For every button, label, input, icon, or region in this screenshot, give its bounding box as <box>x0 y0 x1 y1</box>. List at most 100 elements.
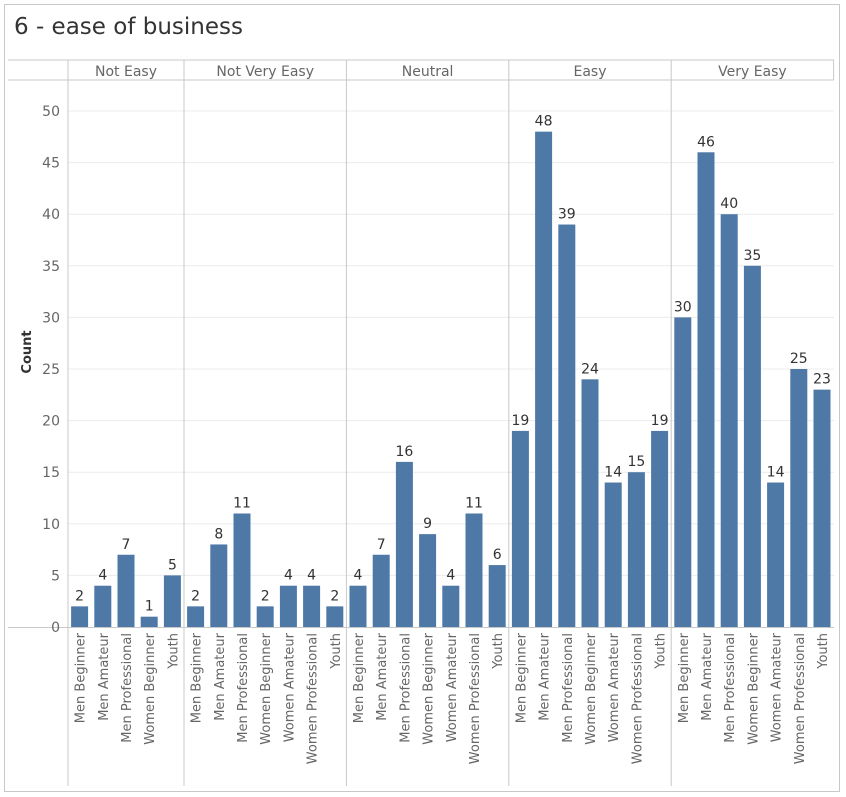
data-label: 4 <box>284 568 293 584</box>
data-label: 24 <box>581 361 599 377</box>
panel-dividers <box>8 59 835 786</box>
panel-label-easy: Easy <box>573 64 606 80</box>
data-label: 1 <box>145 599 154 615</box>
category-label: Women Amateur <box>770 632 785 742</box>
bar <box>720 214 738 627</box>
data-label: 14 <box>767 465 785 481</box>
data-label: 30 <box>674 299 692 315</box>
data-label: 25 <box>790 351 808 367</box>
category-label: Men Amateur <box>375 632 390 720</box>
category-label: Women Professional <box>306 633 321 764</box>
panel-headers: Not Easy Not Very Easy Neutral Easy Very Eas… <box>95 64 787 80</box>
bar <box>535 131 553 627</box>
bar <box>279 585 297 627</box>
data-label: 46 <box>697 134 715 150</box>
bar <box>442 585 460 627</box>
data-label: 4 <box>446 568 455 584</box>
data-label: 4 <box>98 568 107 584</box>
category-label: Women Beginner <box>259 632 274 744</box>
category-labels: Men Beginner Men Amateur Men Professional W… <box>74 632 831 764</box>
bar <box>674 317 692 627</box>
bar <box>117 554 135 627</box>
bar <box>604 482 622 627</box>
bar <box>163 575 181 627</box>
y-tick-label: 30 <box>42 310 60 326</box>
data-label: 40 <box>720 196 738 212</box>
category-label: Women Amateur <box>282 632 297 742</box>
data-label: 16 <box>395 444 413 460</box>
category-label: Men Amateur <box>700 632 715 720</box>
category-label: Women Beginner <box>422 632 437 744</box>
data-label: 48 <box>535 114 553 130</box>
gridlines <box>68 110 834 576</box>
data-label: 4 <box>354 568 363 584</box>
bar <box>94 585 112 627</box>
category-label: Men Beginner <box>677 632 692 723</box>
bars <box>71 131 831 627</box>
y-tick-label: 35 <box>42 259 60 275</box>
bar <box>349 585 367 627</box>
panel-label-very-easy: Very Easy <box>718 64 787 80</box>
data-label: 7 <box>377 537 386 553</box>
y-tick-label: 40 <box>42 207 60 223</box>
category-label: Men Amateur <box>538 632 553 720</box>
bar <box>372 554 390 627</box>
bar <box>303 585 321 627</box>
bar <box>558 224 576 627</box>
bar <box>233 513 251 627</box>
category-label: Women Beginner <box>746 632 761 744</box>
panel-label-not-easy: Not Easy <box>95 64 157 80</box>
category-label: Men Amateur <box>97 632 112 720</box>
y-tick-label: 0 <box>51 620 60 636</box>
bar <box>511 430 529 627</box>
bar <box>813 389 831 627</box>
bar <box>743 265 761 627</box>
bar <box>71 606 89 627</box>
category-label: Men Amateur <box>213 632 228 720</box>
data-label: 11 <box>233 495 251 511</box>
category-label: Men Professional <box>120 633 135 743</box>
category-label: Men Beginner <box>352 632 367 723</box>
category-label: Women Beginner <box>143 632 158 744</box>
data-label: 2 <box>261 588 270 604</box>
category-label: Women Professional <box>793 633 808 764</box>
category-label: Women Amateur <box>607 632 622 742</box>
category-label: Youth <box>491 633 506 670</box>
bar <box>395 461 413 627</box>
data-label: 11 <box>465 495 483 511</box>
data-label: 23 <box>813 372 831 388</box>
y-tick-label: 10 <box>42 517 60 533</box>
category-label: Youth <box>816 633 831 670</box>
data-label: 9 <box>423 516 432 532</box>
data-label: 2 <box>75 588 84 604</box>
data-label: 14 <box>604 465 622 481</box>
chart-frame <box>4 4 840 792</box>
panel-label-not-very-easy: Not Very Easy <box>216 64 314 80</box>
bar <box>326 606 344 627</box>
category-label: Men Beginner <box>514 632 529 723</box>
data-label: 2 <box>191 588 200 604</box>
bar <box>210 544 228 627</box>
data-label: 8 <box>214 526 223 542</box>
category-label: Men Professional <box>723 633 738 743</box>
bar <box>790 369 808 627</box>
bar <box>627 472 645 627</box>
data-label: 6 <box>493 547 502 563</box>
data-label: 15 <box>627 454 645 470</box>
bar <box>419 534 437 627</box>
y-tick-label: 45 <box>42 156 60 172</box>
bar <box>256 606 274 627</box>
bar <box>651 430 669 627</box>
category-label: Men Professional <box>398 633 413 743</box>
y-tick-label: 15 <box>42 465 60 481</box>
bar <box>187 606 205 627</box>
bar <box>465 513 483 627</box>
y-tick-label: 25 <box>42 362 60 378</box>
category-label: Youth <box>166 633 181 670</box>
data-label: 7 <box>122 537 131 553</box>
category-label: Youth <box>329 633 344 670</box>
category-label: Men Beginner <box>74 632 89 723</box>
y-tick-label: 5 <box>51 568 60 584</box>
